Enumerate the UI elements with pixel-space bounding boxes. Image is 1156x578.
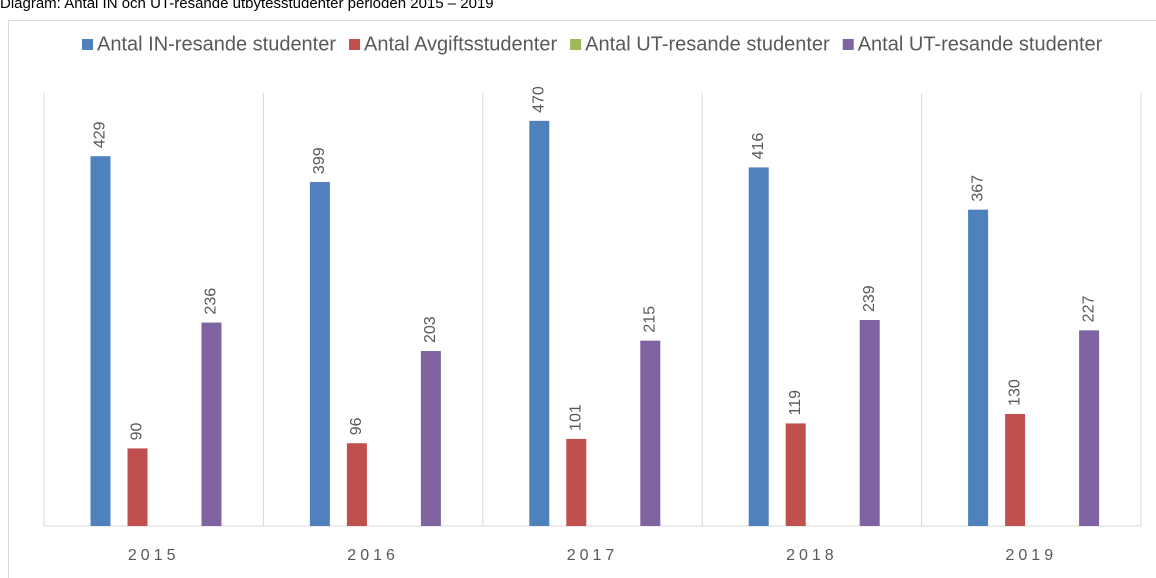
bar: [1005, 413, 1026, 526]
bar: [90, 156, 111, 526]
data-label: 399: [311, 147, 328, 174]
data-label: 90: [129, 423, 146, 441]
data-label: 96: [348, 417, 365, 435]
bar: [968, 209, 989, 526]
x-tick-label: 2018: [786, 547, 838, 564]
x-tick-label: 2017: [567, 547, 619, 564]
data-label: 416: [750, 133, 767, 160]
bar: [566, 438, 587, 526]
legend-label: Antal UT-resande studenter: [585, 33, 830, 55]
bar: [859, 319, 880, 526]
data-label: 429: [92, 121, 109, 148]
bar: [785, 423, 806, 526]
bar: [529, 120, 550, 527]
data-label: 470: [531, 86, 548, 113]
data-label: 367: [969, 175, 986, 202]
legend-swatch: [570, 39, 582, 50]
data-label: 215: [642, 306, 659, 333]
bar: [201, 322, 222, 526]
bar: [640, 340, 661, 526]
x-tick-label: 2019: [1006, 547, 1058, 564]
legend-swatch: [349, 39, 361, 50]
x-tick-label: 2016: [347, 547, 399, 564]
legend-swatch: [82, 39, 93, 50]
data-label: 119: [787, 390, 804, 416]
legend-swatch: [842, 39, 854, 50]
data-label: 236: [203, 288, 220, 315]
bar: [309, 182, 330, 526]
chart-title: Diagram: Antal IN och UT-resande utbytes…: [0, 0, 494, 12]
bar: [346, 443, 367, 526]
data-label: 239: [861, 285, 878, 312]
x-tick-label: 2015: [128, 547, 180, 564]
data-label: 101: [568, 404, 585, 431]
legend-label: Antal Avgiftsstudenter: [364, 33, 557, 55]
bar: [748, 167, 769, 526]
legend-label: Antal UT-resande studenter: [858, 33, 1103, 55]
legend-label: Antal IN-resande studenter: [97, 33, 336, 55]
chart-frame: [8, 20, 1156, 578]
data-label: 130: [1006, 379, 1023, 406]
data-label: 227: [1080, 296, 1097, 323]
bar: [1079, 330, 1100, 526]
bar: [127, 448, 148, 526]
bar: [420, 351, 441, 526]
data-label: 203: [422, 316, 439, 343]
